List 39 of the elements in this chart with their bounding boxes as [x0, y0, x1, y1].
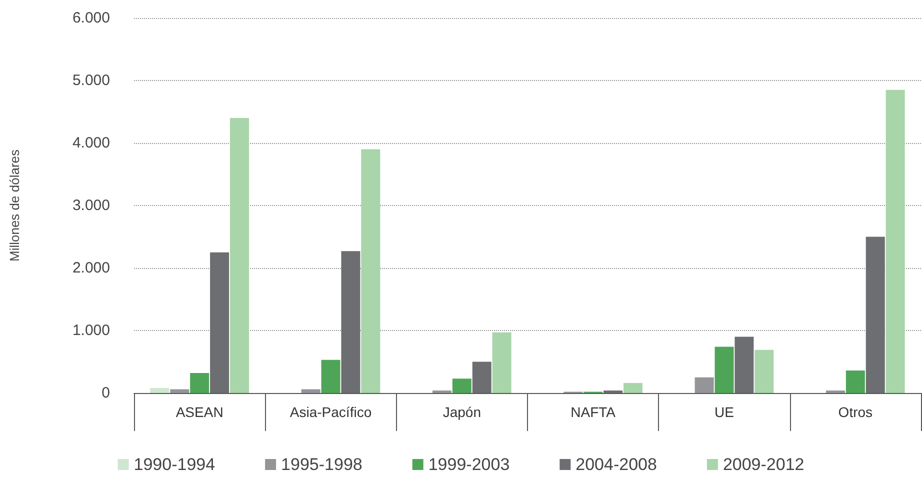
y-tick-label: 5.000 — [72, 72, 110, 89]
legend-label: 2009-2012 — [722, 455, 804, 474]
x-tick-label: Asia-Pacífico — [290, 404, 372, 420]
bar — [321, 360, 340, 393]
bar — [714, 346, 734, 393]
y-tick-label: 6.000 — [72, 10, 110, 26]
bar — [170, 389, 190, 393]
bar — [341, 251, 360, 393]
bar — [452, 378, 472, 393]
bar — [301, 389, 320, 393]
bar — [361, 149, 380, 393]
legend-label: 1995-1998 — [281, 455, 362, 474]
x-tick-label: NAFTA — [570, 404, 616, 420]
y-tick-label: 3.000 — [72, 197, 110, 214]
bar — [694, 377, 714, 393]
bar — [472, 362, 492, 393]
bar — [623, 383, 642, 393]
y-tick-label: 4.000 — [72, 134, 110, 152]
bar — [492, 332, 512, 393]
legend-label: 1990-1994 — [134, 455, 216, 474]
y-tick-label: 0 — [102, 384, 110, 402]
bar — [150, 388, 170, 393]
x-tick-label: ASEAN — [176, 404, 224, 420]
legend-label: 2004-2008 — [576, 455, 657, 474]
bar — [866, 236, 885, 393]
bar — [886, 90, 905, 393]
bar — [230, 118, 249, 393]
bar — [210, 252, 230, 393]
x-tick-label: UE — [714, 404, 734, 420]
bar — [734, 336, 754, 393]
y-axis-title: Millones de dólares — [7, 149, 22, 262]
x-tick-label: Otros — [838, 404, 873, 420]
bar — [190, 373, 210, 393]
y-tick-label: 1.000 — [72, 322, 110, 339]
bar — [754, 350, 774, 393]
bar — [846, 370, 865, 393]
y-tick-label: 2.000 — [72, 260, 110, 276]
x-tick-label: Japón — [442, 404, 481, 420]
legend-label: 1999-2003 — [428, 455, 510, 474]
